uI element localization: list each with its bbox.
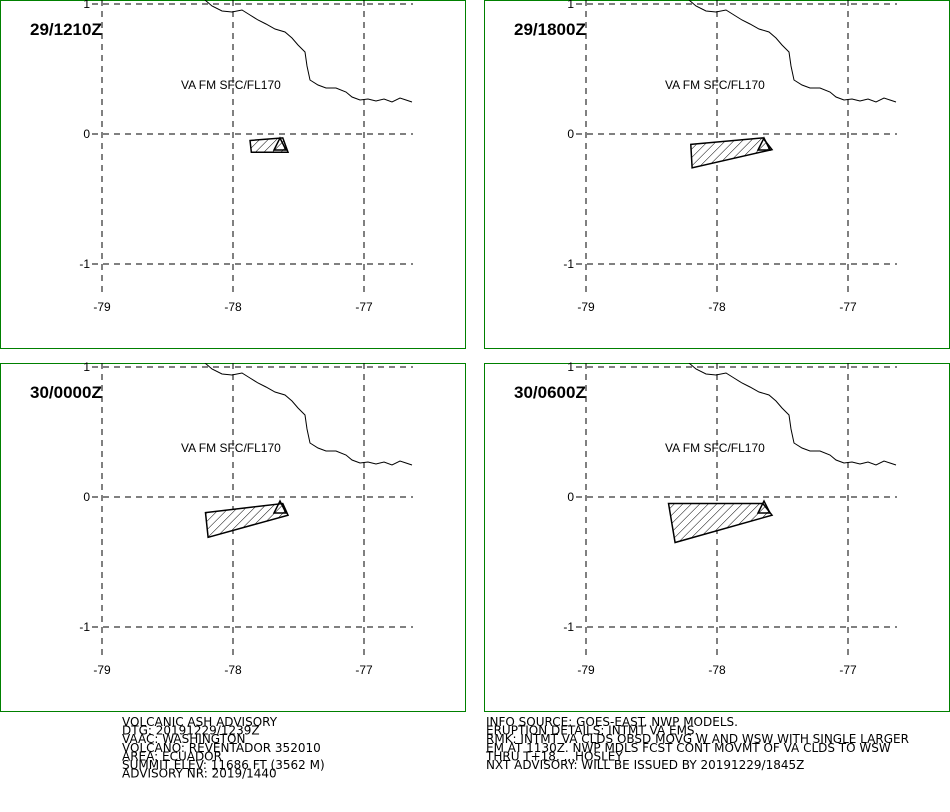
map-area: [92, 0, 413, 292]
panel-border: [0, 363, 466, 712]
map-panel: -79 -78 -77 1 0 -1 29/1210Z VA FM SFC/FL170: [0, 0, 466, 349]
valid-time: 30/0000Z: [30, 383, 102, 402]
advisory-line: AREA: ECUADOR: [122, 749, 222, 763]
ash-area: [204, 502, 290, 539]
lon-label: -78: [708, 300, 726, 314]
lon-label: -79: [93, 300, 111, 314]
ash-area: [667, 502, 774, 544]
lat-label: 0: [83, 127, 90, 141]
advisory-line: THRU T+18. ...HOSLEY: [485, 749, 623, 763]
lon-label: -77: [355, 300, 373, 314]
panel-border: [484, 0, 950, 349]
valid-time: 29/1800Z: [514, 20, 586, 39]
advisory-line: VOLCANIC ASH ADVISORY: [122, 715, 278, 729]
advisory-line: VOLCANO: REVENTADOR 352010: [122, 741, 321, 755]
volcano-symbol: [756, 499, 772, 514]
ash-area: [690, 137, 774, 169]
advisory-line: INFO SOURCE: GOES-EAST. NWP MODELS.: [486, 715, 738, 729]
advisory-line: SUMMIT ELEV: 11686 FT (3562 M): [122, 758, 325, 772]
lon-label: -78: [708, 663, 726, 677]
lat-label: 0: [567, 127, 574, 141]
lon-label: -79: [93, 663, 111, 677]
map-panel: -79 -78 -77 1 0 -1 30/0000Z VA FM SFC/FL170: [0, 360, 466, 712]
valid-time: 30/0600Z: [514, 383, 586, 402]
lon-label: -78: [224, 300, 242, 314]
volcano-symbol: [272, 499, 288, 514]
advisory-line: NXT ADVISORY: WILL BE ISSUED BY 20191229…: [486, 758, 804, 772]
lat-label: 0: [567, 490, 574, 504]
lat-label: -1: [79, 620, 90, 634]
lon-label: -79: [577, 300, 595, 314]
lat-label: 1: [567, 0, 574, 11]
advisory-line: VAAC: WASHINGTON: [122, 732, 245, 746]
lon-label: -79: [577, 663, 595, 677]
map-area: [92, 363, 413, 655]
lon-label: -78: [224, 663, 242, 677]
lat-label: 1: [567, 360, 574, 374]
lon-label: -77: [839, 663, 857, 677]
lon-label: -77: [839, 300, 857, 314]
ash-annotation: VA FM SFC/FL170: [181, 441, 281, 455]
advisory-line: ADVISORY NR: 2019/1440: [122, 767, 277, 781]
valid-time: 29/1210Z: [30, 20, 102, 39]
volcano-symbol: [272, 136, 288, 151]
ash-annotation: VA FM SFC/FL170: [181, 78, 281, 92]
advisory-line: ERUPTION DETAILS: INTMT VA EMS.: [486, 724, 698, 738]
ash-annotation: VA FM SFC/FL170: [665, 78, 765, 92]
advisory-line: EM AT 1130Z. NWP MDLS FCST CONT MOVMT OF…: [486, 741, 891, 755]
map-area: [576, 363, 897, 655]
lat-label: 1: [83, 360, 90, 374]
volcano-symbol: [756, 136, 772, 151]
advisory-line: RMK: INTMT VA CLDS OBSD MOVG W AND WSW W…: [486, 732, 909, 746]
panel-border: [484, 363, 950, 712]
lat-label: 0: [83, 490, 90, 504]
panel-border: [0, 0, 466, 349]
lat-label: -1: [79, 257, 90, 271]
lat-label: -1: [563, 257, 574, 271]
ash-annotation: VA FM SFC/FL170: [665, 441, 765, 455]
map-area: [576, 0, 897, 292]
lon-label: -77: [355, 663, 373, 677]
map-panel: -79 -78 -77 1 0 -1 29/1800Z VA FM SFC/FL170: [484, 0, 950, 349]
lat-label: -1: [563, 620, 574, 634]
lat-label: 1: [83, 0, 90, 11]
advisory-line: DTG: 20191229/1239Z: [122, 724, 260, 738]
map-panel: -79 -78 -77 1 0 -1 30/0600Z VA FM SFC/FL170: [484, 360, 950, 712]
